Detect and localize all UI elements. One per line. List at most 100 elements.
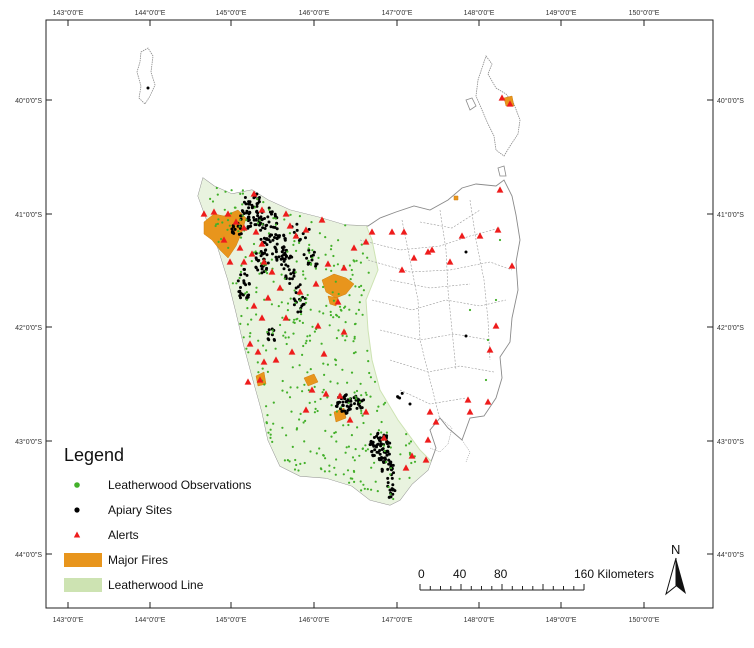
leatherwood-observation	[299, 297, 302, 300]
apiary-site	[242, 200, 246, 204]
leatherwood-observation	[332, 254, 335, 258]
leatherwood-observation	[370, 466, 373, 469]
apiary-site	[344, 394, 348, 398]
apiary-site	[385, 434, 389, 438]
leatherwood-observation	[339, 308, 342, 311]
apiary-sites-layer	[146, 86, 468, 499]
leatherwood-observation	[351, 477, 354, 480]
leatherwood-observation	[307, 389, 310, 392]
leatherwood-observation	[341, 368, 344, 371]
lon-label-top: 146°0'0"E	[299, 9, 330, 17]
leatherwood-observation	[323, 470, 326, 473]
apiary-site	[260, 218, 264, 222]
leatherwood-observation	[348, 481, 351, 484]
apiary-site	[375, 445, 378, 449]
alert-marker	[236, 244, 244, 251]
leatherwood-observation	[353, 260, 356, 263]
leatherwood-observation	[369, 395, 372, 398]
leatherwood-observation	[408, 451, 411, 454]
leatherwood-observation	[265, 349, 268, 352]
leatherwood-observation	[237, 230, 240, 233]
leatherwood-observation	[311, 249, 314, 252]
apiary-site	[353, 402, 356, 406]
leatherwood-observation	[385, 460, 388, 464]
leatherwood-observation	[270, 258, 273, 261]
alert-marker	[220, 236, 228, 243]
leatherwood-observation	[241, 192, 244, 195]
alert-marker	[340, 264, 348, 271]
leatherwood-observation	[304, 301, 308, 304]
leatherwood-observation	[404, 444, 408, 447]
leatherwood-observation	[303, 461, 306, 465]
alert-marker	[250, 190, 258, 197]
leatherwood-observation	[348, 264, 351, 267]
apiary-site	[345, 411, 349, 415]
leatherwood-observation	[258, 219, 261, 222]
leatherwood-observation	[329, 248, 333, 251]
leatherwood-observation	[241, 214, 244, 217]
leatherwood-observation	[296, 386, 299, 389]
leatherwood-observation	[360, 284, 363, 287]
leatherwood-observation	[486, 338, 490, 342]
alert-marker	[340, 328, 348, 335]
alert-marker	[232, 218, 240, 225]
leatherwood-observation	[282, 334, 285, 337]
leatherwood-observation	[354, 285, 357, 288]
apiary-site	[266, 261, 270, 265]
leatherwood-observation	[408, 476, 411, 479]
leatherwood-observation	[355, 397, 358, 400]
leatherwood-observation	[370, 488, 373, 491]
apiary-site	[392, 471, 395, 475]
leatherwood-observation	[366, 349, 369, 352]
leatherwood-observation	[353, 391, 356, 394]
lon-label-bottom: 145°0'0"E	[216, 616, 247, 624]
lat-label-right: 43°0'0"S	[717, 438, 744, 446]
apiary-site	[271, 238, 275, 242]
alert-marker	[380, 434, 388, 441]
leatherwood-observation	[324, 457, 327, 460]
leatherwood-observation	[484, 378, 488, 382]
legend: Legend Leatherwood Observations Apiary S…	[64, 445, 251, 592]
apiary-site	[269, 225, 273, 229]
leatherwood-observation	[332, 316, 335, 319]
apiary-site	[280, 263, 284, 267]
leatherwood-observation	[290, 410, 293, 413]
leatherwood-observation	[298, 299, 301, 302]
major-fire	[321, 273, 355, 299]
leatherwood-observation	[302, 344, 305, 348]
leatherwood-observation	[332, 264, 336, 267]
apiary-site	[369, 442, 373, 446]
leatherwood-observation	[286, 250, 289, 253]
leatherwood-observation	[307, 259, 310, 262]
alert-marker	[292, 232, 300, 239]
leatherwood-observation	[255, 291, 258, 294]
alert-marker	[362, 408, 370, 415]
leatherwood-observation	[293, 240, 296, 243]
alert-marker	[258, 314, 266, 321]
apiary-site	[259, 228, 263, 232]
leatherwood-observation	[295, 249, 298, 252]
leatherwood-observation	[322, 362, 325, 365]
leatherwood-observation	[324, 236, 327, 239]
leatherwood-observation	[325, 304, 328, 307]
leatherwood-observation	[363, 487, 366, 490]
alert-marker	[256, 376, 264, 383]
leatherwood-observation	[409, 440, 413, 443]
leatherwood-observation	[335, 337, 338, 340]
lat-label-left: 43°0'0"S	[15, 438, 42, 446]
lon-label-top: 147°0'0"E	[382, 9, 413, 17]
leatherwood-observation	[308, 401, 311, 404]
apiary-site	[270, 233, 274, 237]
leatherwood-observation	[364, 449, 367, 452]
leatherwood-observation	[286, 309, 289, 312]
leatherwood-observation	[318, 447, 321, 450]
leatherwood-observation	[274, 217, 277, 220]
apiary-site	[238, 226, 242, 230]
leatherwood-observation	[272, 217, 275, 220]
leatherwood-observation	[253, 206, 256, 209]
apiary-site	[258, 196, 261, 199]
leatherwood-observation	[301, 321, 304, 324]
lat-label-left: 40°0'0"S	[15, 97, 42, 105]
legend-apiary-symbol	[74, 507, 80, 513]
leatherwood-observation	[226, 219, 230, 222]
